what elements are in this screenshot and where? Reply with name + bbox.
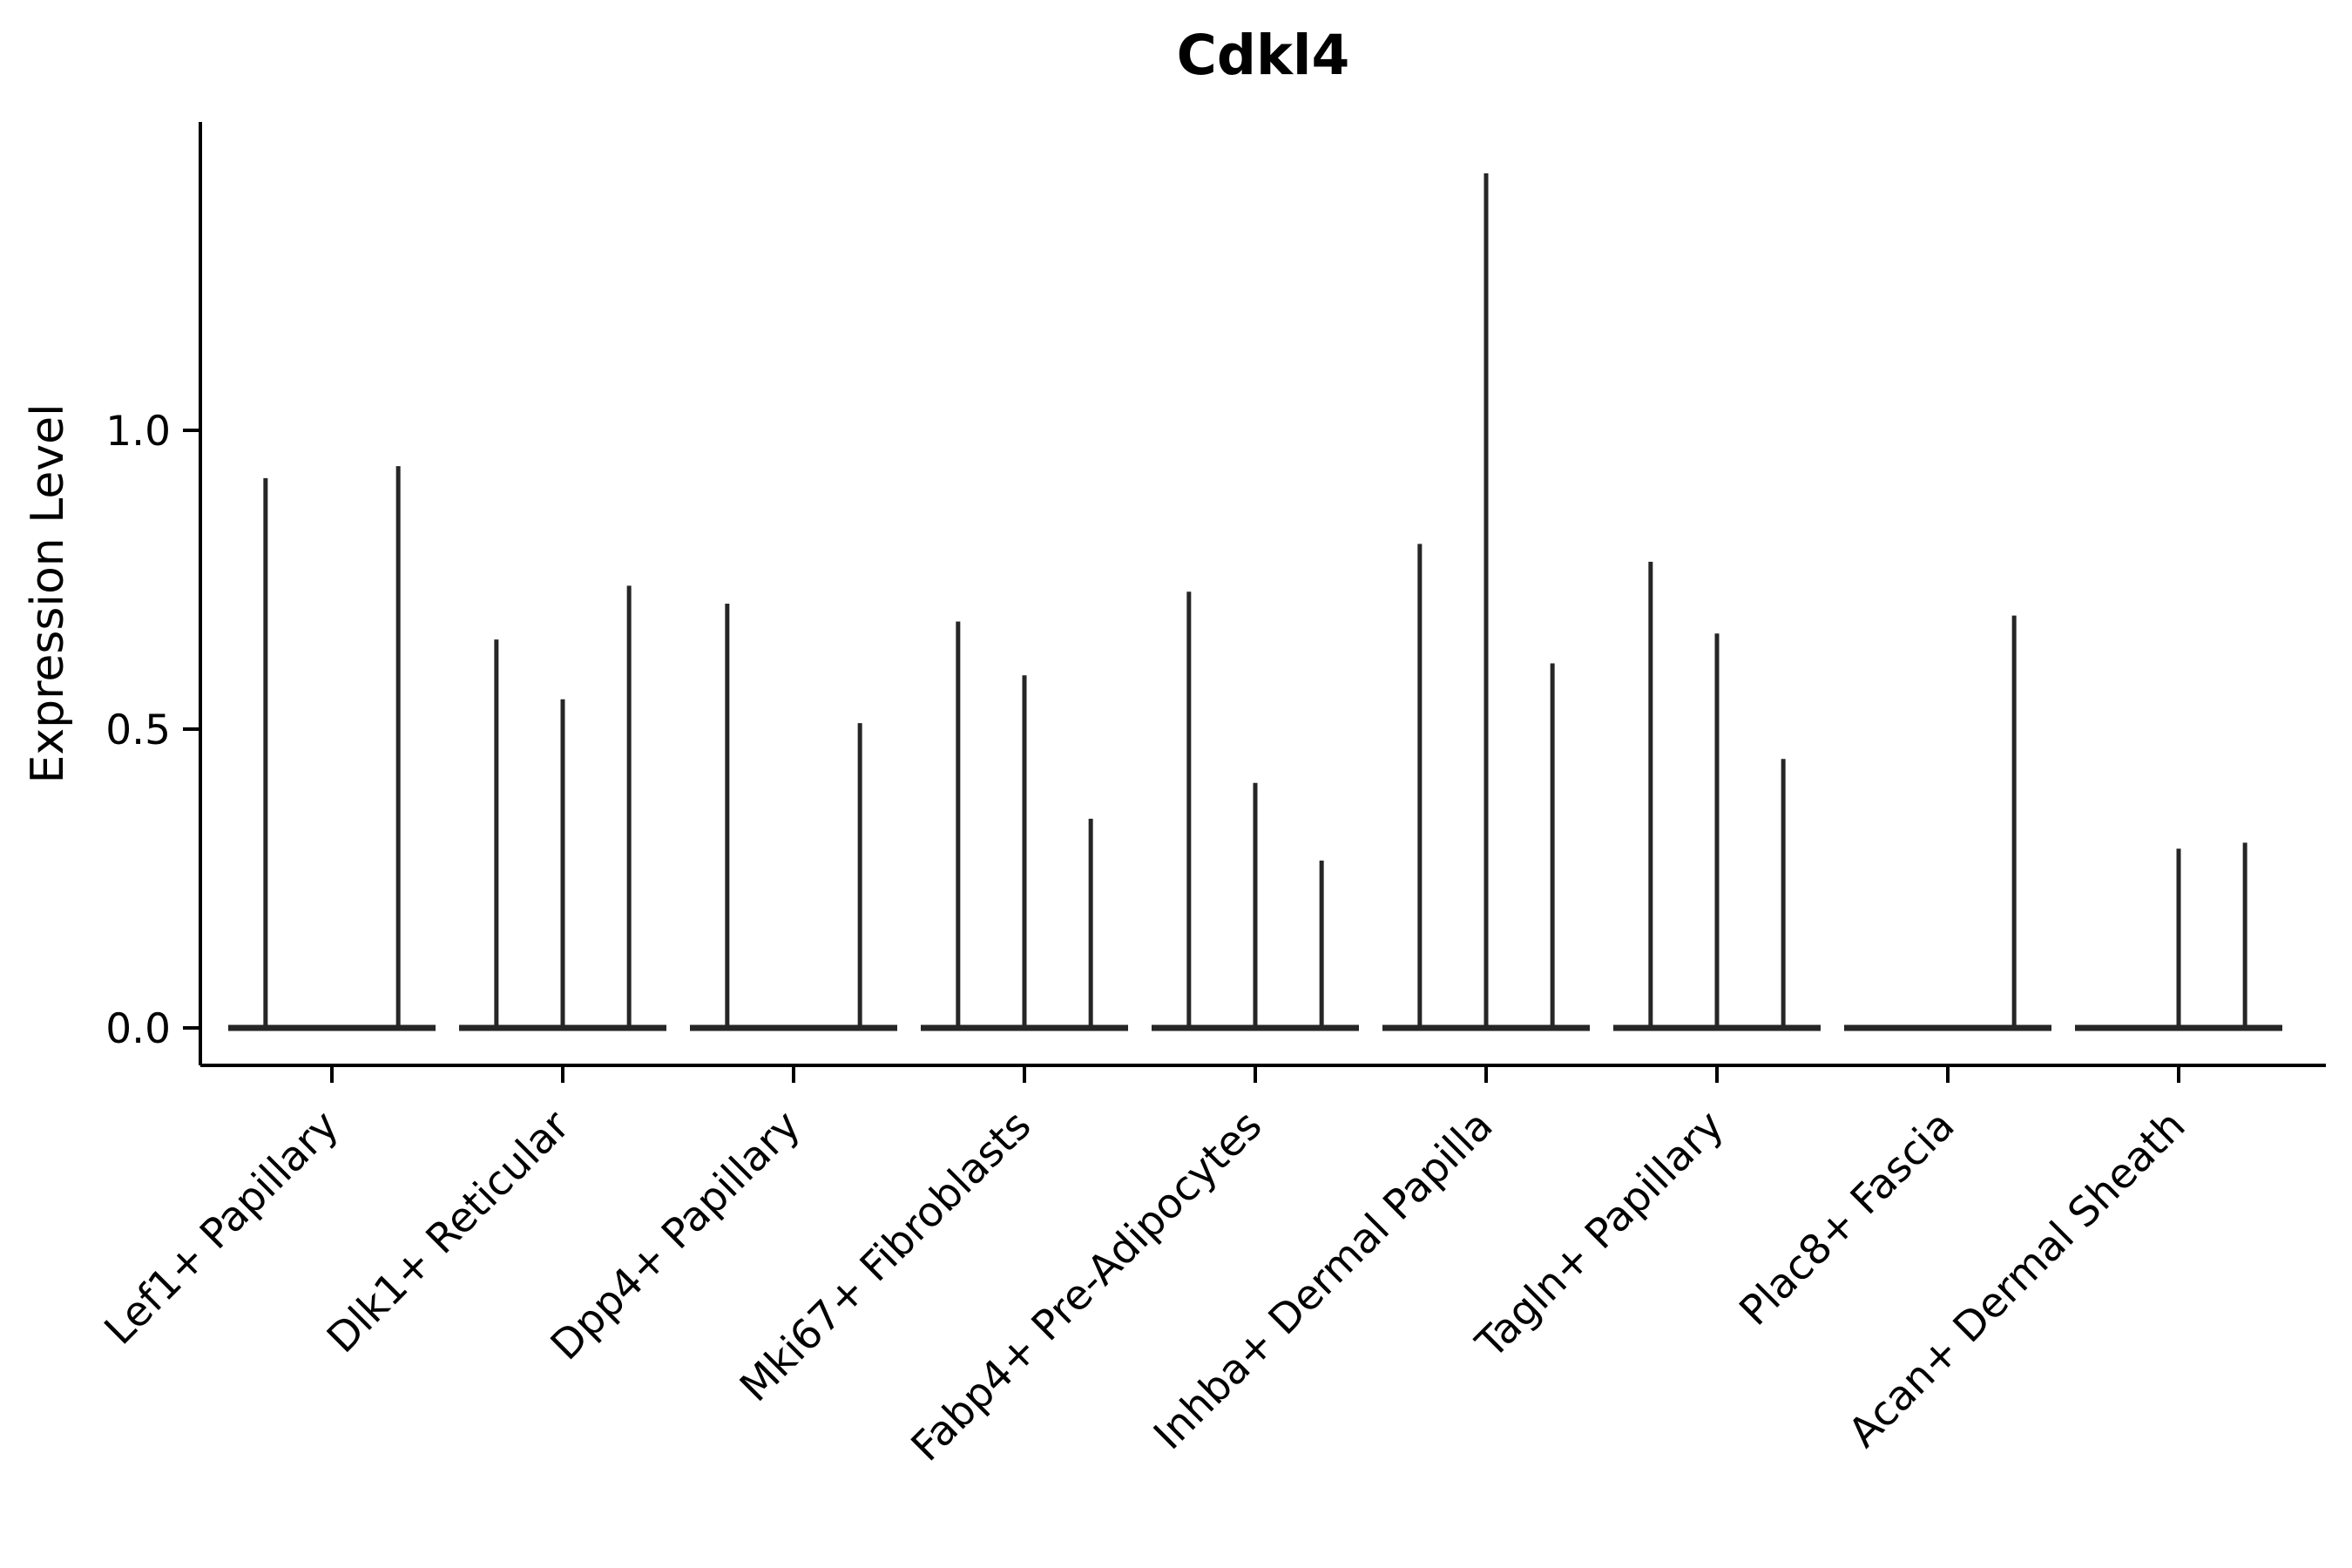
x-tick-label: Dpp4+ Papillary (542, 1102, 810, 1370)
y-tick-label: 1.0 (105, 408, 171, 456)
x-tick-label: Plac8+ Fascia (1731, 1102, 1964, 1335)
y-axis-label: Expression Level (22, 403, 74, 783)
x-tick-label: Lef1+ Papillary (96, 1102, 348, 1355)
chart-title: Cdkl4 (1177, 24, 1350, 87)
x-tick-label: Dlk1+ Reticular (318, 1101, 579, 1362)
x-tick-label: Tagln+ Papillary (1467, 1102, 1734, 1369)
y-tick-label: 0.5 (105, 706, 171, 754)
y-tick-label: 0.0 (105, 1005, 171, 1053)
